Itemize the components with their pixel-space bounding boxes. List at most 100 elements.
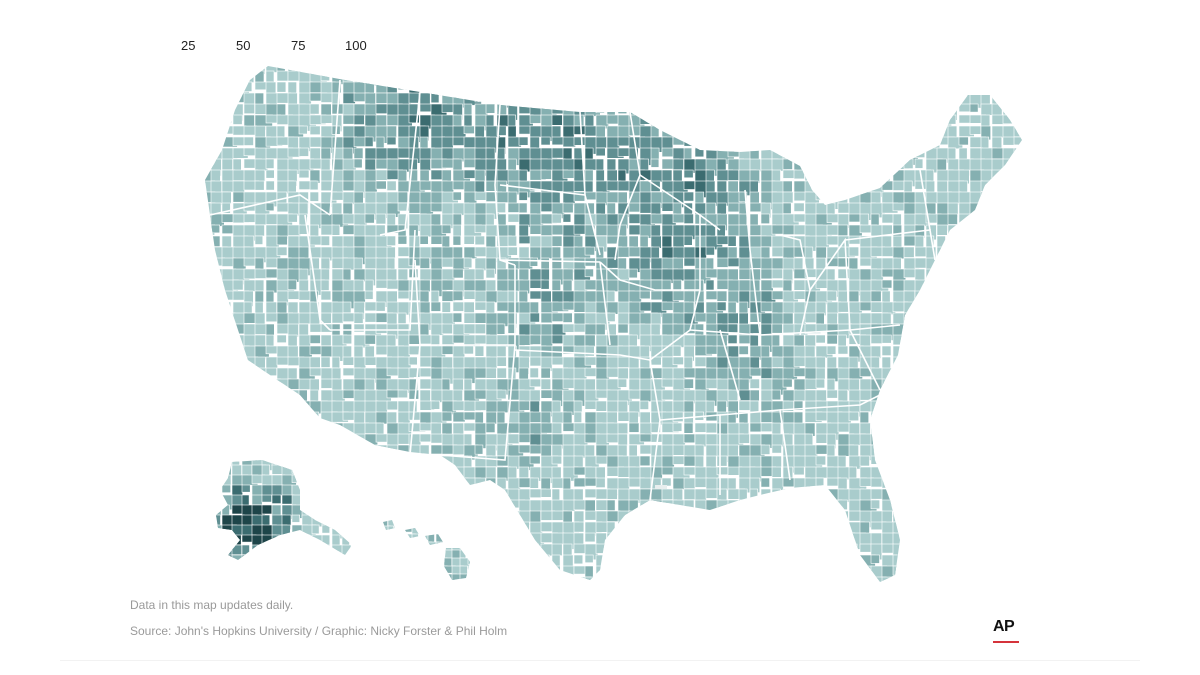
county-cell [991,224,1006,237]
county-cell [760,66,772,69]
legend: 25 50 75 100 [160,38,420,58]
county-cell [914,158,924,169]
county-cell [980,356,993,372]
county-cell [716,301,727,311]
county-cell [1002,565,1020,582]
county-cell [826,70,843,86]
county-cell [936,279,947,292]
county-cell [529,81,542,91]
county-cell [793,169,805,180]
county-cell [251,544,262,554]
county-cell [1002,356,1013,374]
county-cell [903,400,917,412]
county-cell [617,367,629,380]
county-cell [232,70,250,80]
county-cell [320,279,330,291]
county-cell [331,488,341,499]
county-cell [518,565,533,578]
county-cell [205,367,212,379]
county-cell [386,400,398,411]
county-cell [221,345,233,356]
county-cell [771,444,782,454]
county-cell [540,70,555,82]
county-cell [451,541,465,551]
county-cell [261,494,272,503]
county-cell [430,81,446,96]
county-cell [1013,389,1022,403]
county-cell [562,213,572,223]
county-cell [815,66,829,78]
county-cell [914,455,933,465]
county-cell [342,488,359,507]
county-cell [826,103,843,119]
county-cell [782,576,795,582]
county-cell [276,81,287,93]
county-cell [782,532,795,549]
county-cell [331,312,344,324]
county-cell [606,312,616,322]
county-cell [342,356,354,366]
county-cell [980,268,995,284]
county-cell [210,543,223,562]
county-cell [837,521,848,539]
county-cell [216,544,223,555]
county-cell [485,499,498,517]
county-cell [793,488,807,499]
county-cell [881,103,892,115]
county-cell [727,576,739,582]
county-cell [261,544,272,556]
county-cell [403,520,414,528]
county-cell [331,510,348,528]
county-cell [661,554,680,570]
county-cell [881,378,900,397]
county-cell [485,477,497,492]
county-cell [782,92,799,108]
county-cell [771,66,785,72]
county-cell [683,103,697,113]
county-cell [969,268,988,287]
county-cell [321,494,333,509]
county-cell [301,554,314,560]
county-cell [903,356,915,371]
county-cell [1013,345,1022,358]
county-cell [705,257,714,271]
county-cell [683,66,699,69]
county-cell [980,576,992,582]
county-cell [914,466,930,485]
county-cell [387,525,394,533]
county-cell [969,532,981,543]
county-cell [661,114,677,124]
county-cell [826,158,845,172]
county-cell [903,114,913,130]
county-cell [408,92,420,104]
county-cell [221,114,232,124]
county-cell [573,70,582,86]
county-cell [848,70,865,80]
county-cell [870,576,887,582]
county-cell [518,543,537,555]
county-cell [925,521,941,539]
county-cell [474,268,485,280]
county-cell [958,136,969,146]
county-cell [947,301,965,314]
county-cell [254,422,270,437]
county-cell [947,433,966,451]
county-cell [606,66,624,70]
county-cell [969,246,983,257]
county-cell [287,92,298,106]
county-cell [760,532,779,548]
county-cell [881,444,900,461]
county-cell [364,543,374,559]
county-cell [518,554,530,570]
county-cell [353,323,365,333]
county-cell [826,389,838,399]
county-cell [815,510,834,524]
county-cell [914,345,929,362]
county-cell [848,565,860,576]
county-cell [205,235,210,250]
county-cell [1013,136,1022,146]
county-cell [958,356,972,369]
county-cell [342,466,352,481]
county-cell [672,532,686,543]
county-cell [221,70,238,84]
